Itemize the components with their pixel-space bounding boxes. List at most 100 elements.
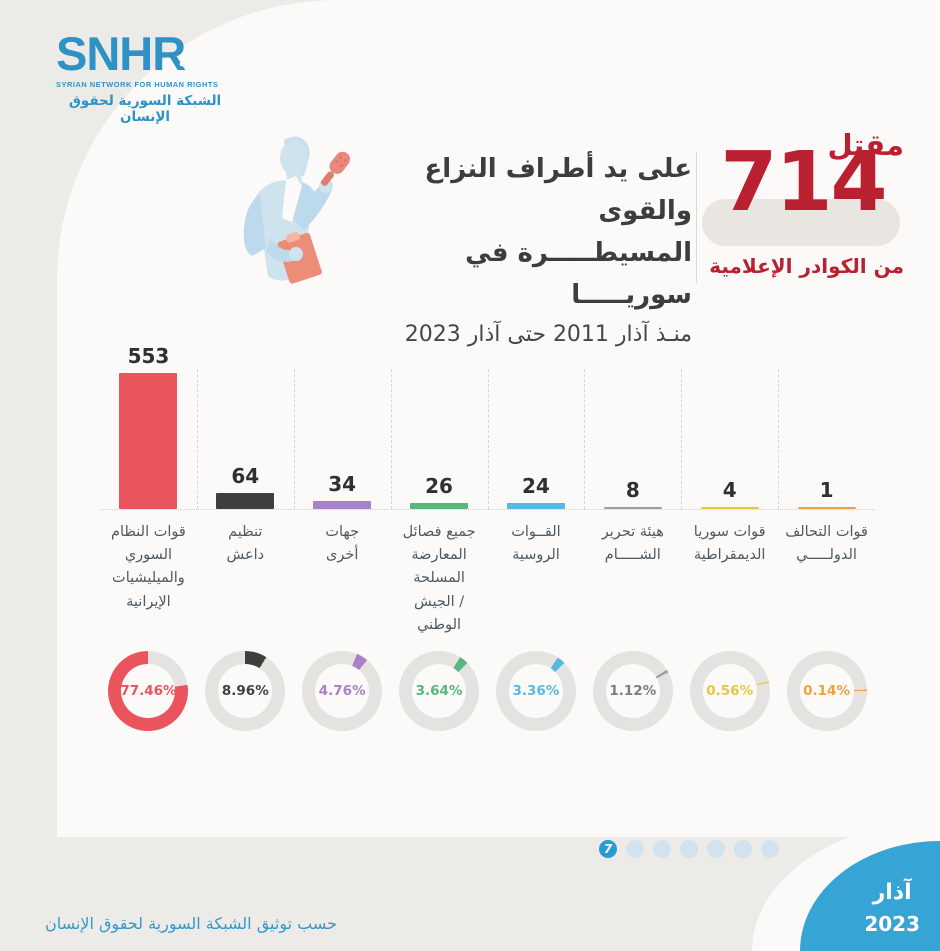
pagination-dot[interactable] (734, 840, 752, 858)
donut-ring: 3.64% (399, 650, 480, 731)
bar (410, 503, 469, 509)
donut-ring: 0.14% (786, 650, 867, 731)
donut-hole: 8.96% (218, 663, 273, 718)
donut-percent: 3.36% (512, 682, 560, 699)
bar-value: 8 (625, 478, 640, 502)
donut-hole: 4.76% (315, 663, 370, 718)
donut-percent: 3.64% (415, 682, 463, 699)
bar-labels-row: قوات النظام السوري والميليشيات الإيرانية ت… (100, 510, 875, 637)
bar-label: قوات التحالف الدولـــــي (778, 521, 875, 637)
bar-label: هيئة تحرير الشـــــام (584, 521, 681, 637)
pagination-dot[interactable] (707, 840, 725, 858)
corner-date-text: آذار 2023 (864, 876, 920, 939)
donut-percent: 77.46% (120, 682, 177, 699)
bar-label-line: أخرى (326, 547, 359, 564)
bars-row: 553 64 34 26 24 8 4 1 (100, 344, 875, 510)
bar-label-line: المعارضة المسلحة (411, 547, 467, 587)
main-title: على يد أطراف النزاع والقوى المسيطـــــرة… (350, 148, 692, 354)
stat-pill (702, 199, 900, 246)
bar (313, 501, 372, 509)
bar-label: القــوات الروسية (488, 521, 585, 637)
bar-label-line: جهات (325, 524, 360, 540)
pagination-dot[interactable] (761, 840, 779, 858)
bar (603, 507, 662, 509)
bar-label-line: الشـــــام (604, 547, 661, 564)
donut-ring: 8.96% (205, 650, 286, 731)
pagination-dot[interactable] (626, 840, 644, 858)
bar-column: 553 (100, 344, 197, 509)
logo-subtitle-en: SYRIAN NETWORK FOR HUMAN RIGHTS (56, 80, 219, 89)
bar-label-line: الدولـــــي (796, 547, 857, 564)
bar (506, 503, 565, 509)
donut-hole: 1.12% (605, 663, 660, 718)
bar-label-line: قوات سوريا (693, 524, 766, 540)
title-line-1: على يد أطراف النزاع والقوى (424, 154, 692, 227)
bar-label-line: الروسية (512, 547, 560, 564)
bar-label-line: والميليشيات الإيرانية (112, 570, 185, 610)
bar-value: 4 (722, 478, 737, 502)
pagination-dot[interactable] (680, 840, 698, 858)
bar-column: 24 (487, 344, 585, 509)
bar-label: تنظيم داعش (197, 521, 294, 637)
bar-label-line: قوات التحالف (785, 524, 868, 540)
donut-hole: 0.14% (799, 663, 854, 718)
bar (797, 507, 856, 509)
donut-cell: 4.76% (294, 650, 391, 731)
bar-label: جميع فصائل المعارضة المسلحة / الجيش الوطني (391, 521, 488, 637)
stat-label-bottom: من الكوادر الإعلامية (709, 254, 904, 278)
donuts-row: 77.46% 8.96% 4.76% 3.64% 3.36% 1.12% 0.56% 0.14… (100, 650, 875, 731)
corner-year: 2023 (864, 912, 920, 936)
perpetrators-chart: 553 64 34 26 24 8 4 1 قوات النظام السوري والميلي… (100, 344, 875, 731)
bar-value: 24 (522, 474, 550, 498)
donut-ring: 77.46% (108, 650, 189, 731)
bar (119, 373, 178, 509)
source-note: حسب توثيق الشبكة السورية لحقوق الإنسان (45, 914, 337, 933)
bar-label: قوات النظام السوري والميليشيات الإيرانية (100, 521, 197, 637)
donut-cell: 3.36% (488, 650, 585, 731)
headline-stat: مقتل 714 من الكوادر الإعلامية (700, 128, 906, 288)
bar-label-line: / الجيش الوطني (413, 593, 465, 633)
donut-percent: 0.56% (706, 682, 754, 699)
logo-subtitle-ar: الشبكة السورية لحقوق الإنسان (68, 93, 222, 125)
donut-ring: 4.76% (302, 650, 383, 731)
bar-value: 553 (127, 344, 170, 368)
bar-label: جهات أخرى (294, 521, 391, 637)
bar-label-line: القــوات (511, 524, 561, 540)
donut-hole: 3.64% (412, 663, 467, 718)
donut-cell: 1.12% (584, 650, 681, 731)
corner-date-badge: آذار 2023 (800, 841, 940, 951)
bar-column: 34 (293, 344, 391, 509)
bar-label-line: جميع فصائل (402, 524, 476, 540)
bar-column: 1 (778, 344, 875, 509)
bar-column: 26 (390, 344, 488, 509)
donut-hole: 0.56% (702, 663, 757, 718)
donut-percent: 4.76% (318, 682, 366, 699)
donut-percent: 0.14% (803, 682, 850, 699)
bar-value: 26 (425, 474, 453, 498)
bar-label: قوات سوريا الديمقراطية (681, 521, 778, 637)
bar-label-line: قوات النظام السوري (111, 524, 186, 564)
logo-acronym: SNHR (56, 27, 186, 80)
bar-label-line: داعش (226, 547, 265, 564)
donut-cell: 0.56% (681, 650, 778, 731)
corner-month: آذار (872, 880, 912, 905)
donut-ring: 0.56% (689, 650, 770, 731)
bar-column: 8 (584, 344, 681, 509)
bar-value: 1 (819, 478, 834, 502)
donut-cell: 0.14% (778, 650, 875, 731)
donut-cell: 77.46% (100, 650, 197, 731)
donut-percent: 8.96% (221, 682, 269, 699)
bar (700, 507, 759, 509)
stat-label-top: مقتل (827, 128, 904, 162)
bar-value: 34 (328, 472, 357, 496)
title-line-2: المسيطـــــرة في سوريـــــا (465, 238, 692, 311)
bar-label-line: تنظيم (228, 524, 263, 540)
snhr-logo: SNHR SYRIAN NETWORK FOR HUMAN RIGHTS الش… (56, 30, 234, 125)
donut-ring: 1.12% (592, 650, 673, 731)
bar-label-line: الديمقراطية (693, 547, 766, 564)
donut-hole: 3.36% (508, 663, 563, 718)
pagination-dot[interactable]: 7 (599, 840, 617, 858)
donut-hole: 77.46% (120, 663, 177, 718)
pagination-dot[interactable] (653, 840, 671, 858)
